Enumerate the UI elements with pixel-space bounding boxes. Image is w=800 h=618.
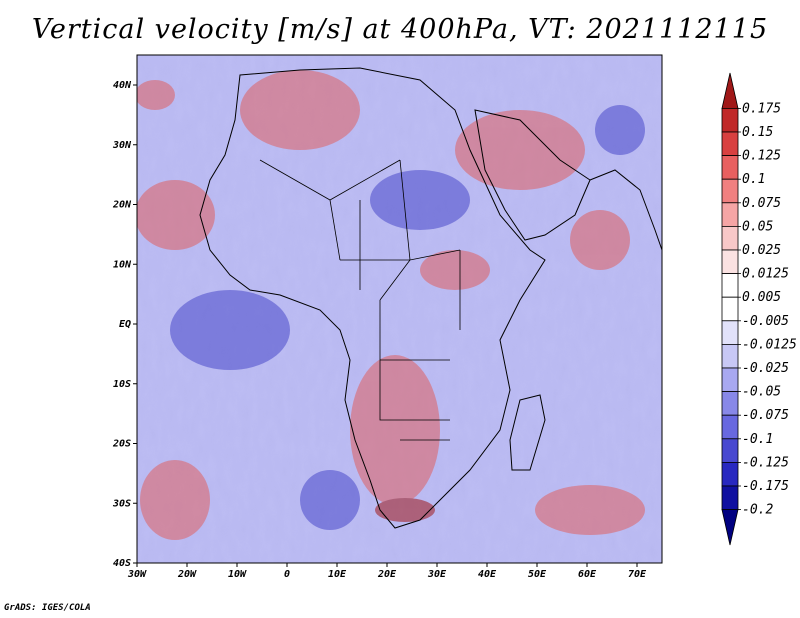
asia-coastline	[589, 169, 662, 251]
y-tick-label: EQ	[119, 319, 131, 330]
colorbar-label: 0.15	[742, 125, 773, 140]
x-tick-label: 70E	[628, 569, 647, 580]
colorbar-label: 0.025	[742, 243, 781, 258]
colorbar-label: -0.0125	[742, 337, 797, 352]
africa-coastline	[199, 67, 546, 529]
y-axis: 40N 30N 20N 10N EQ 10S 20S 30S 40S	[112, 80, 137, 569]
y-tick-label: 30N	[112, 140, 132, 151]
colorbar-swatch	[721, 296, 739, 322]
x-tick-label: 20W	[177, 569, 197, 580]
colorbar-swatch	[721, 273, 739, 298]
colorbar-label: 0.075	[742, 196, 781, 211]
colorbar-label: -0.005	[742, 314, 789, 329]
colorbar-swatch	[721, 343, 739, 369]
madagascar-coastline	[509, 394, 546, 471]
colorbar-swatch	[721, 391, 739, 416]
x-tick-label: 20E	[377, 569, 397, 580]
arabia-coastline	[474, 109, 591, 241]
colorbar-swatch	[721, 225, 739, 251]
colorbar-label: -0.1	[742, 432, 773, 447]
colorbar-label: 0.1	[742, 172, 765, 187]
x-tick-label: 30W	[127, 569, 147, 580]
x-tick-label: 0	[284, 569, 290, 580]
colorbar-swatch	[721, 108, 739, 133]
colorbar-label: -0.2	[742, 503, 773, 518]
y-tick-label: 40S	[113, 558, 131, 569]
colorbar-swatch	[721, 320, 739, 345]
colorbar-swatch	[721, 202, 739, 227]
colorbar-label: -0.075	[742, 408, 789, 423]
colorbar-label: -0.125	[742, 455, 789, 470]
y-tick-label: 20S	[112, 439, 131, 450]
colorbar-label: 0.175	[742, 101, 781, 116]
colorbar-swatch	[721, 485, 739, 511]
colorbar-swatch	[721, 72, 739, 109]
colorbar-swatch	[721, 249, 739, 275]
colorbar-label: 0.0125	[742, 267, 789, 282]
x-tick-label: 30E	[427, 569, 447, 580]
x-tick-label: 60E	[578, 569, 597, 580]
colorbar-swatch	[721, 155, 739, 180]
colorbar-swatch	[721, 509, 739, 546]
colorbar-label: -0.175	[742, 479, 789, 494]
y-tick-label: 40N	[113, 80, 132, 91]
map-field	[137, 55, 662, 563]
colorbar: 0.175 0.15 0.125 0.1 0.075 0.05 0.025 0.0125 0.0…	[721, 72, 797, 546]
y-tick-label: 10S	[113, 379, 131, 390]
colorbar-swatch	[721, 131, 739, 157]
colorbar-swatch	[721, 461, 739, 487]
colorbar-label: -0.025	[742, 361, 789, 376]
x-tick-label: 40E	[478, 569, 497, 580]
country-borders	[259, 159, 461, 441]
map-title: Vertical velocity [m/s] at 400hPa, VT: 2…	[31, 14, 769, 45]
colorbar-label: -0.05	[742, 385, 781, 400]
y-tick-label: 20N	[112, 200, 132, 211]
colorbar-label: 0.05	[742, 219, 773, 234]
map-frame	[136, 54, 663, 564]
y-tick-label: 10N	[113, 259, 132, 270]
x-tick-label: 10E	[328, 569, 347, 580]
y-tick-label: 30S	[112, 498, 131, 509]
x-axis: 30W 20W 10W 0 10E 20E 30E 40E 50E 60E 70E	[127, 563, 647, 580]
colorbar-swatch	[721, 367, 739, 393]
x-tick-label: 50E	[528, 569, 547, 580]
colorbar-swatch	[721, 178, 739, 204]
credit-text: GrADS: IGES/COLA	[4, 603, 91, 613]
colorbar-swatch	[721, 438, 739, 463]
colorbar-label: 0.125	[742, 149, 781, 164]
colorbar-swatch	[721, 414, 739, 440]
colorbar-label: 0.005	[742, 290, 781, 305]
x-tick-label: 10W	[228, 569, 247, 580]
